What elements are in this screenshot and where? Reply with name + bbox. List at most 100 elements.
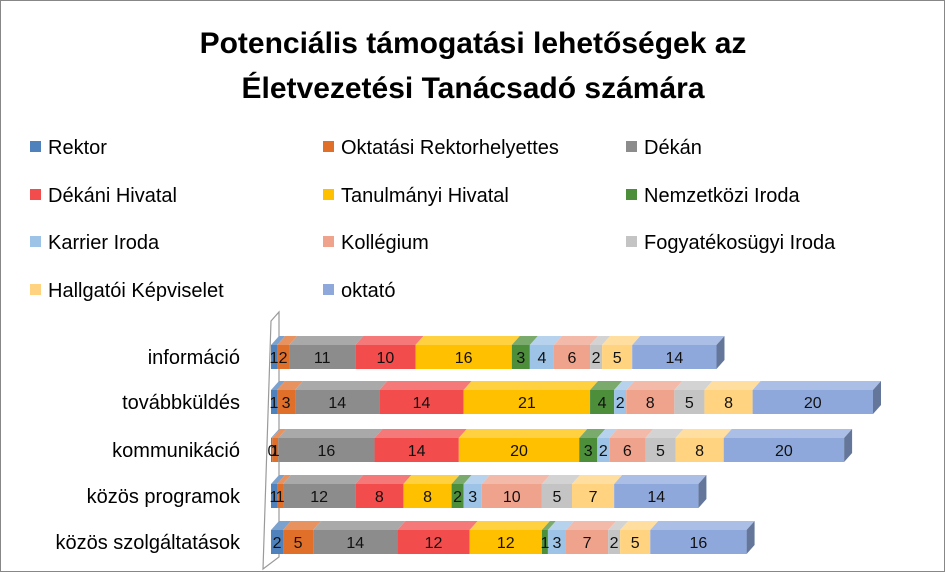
bar-dekani-hivatal [374,438,459,462]
bar-hallgatoi-kepviselet [620,530,651,554]
bar-top-nemzetkozi-iroda [451,475,472,484]
value-label-fogyatekosugyi-iroda: 2 [610,535,619,552]
bar-top-kollegium [481,475,550,484]
value-label-nemzetkozi-iroda: 1 [540,535,549,552]
bar-nemzetkozi-iroda [590,390,615,414]
bar-top-dekan [295,381,388,390]
bar-rektor [271,390,278,414]
bar-nemzetkozi-iroda [451,484,464,508]
legend-item-oktato: oktató [323,280,395,302]
legend-label-fogyatekosugyi-iroda: Fogyatékosügyi Iroda [644,232,836,254]
bar-oktatasi-rektorhelyettes [272,438,279,462]
bar-row-tovabbkuldes: 1 3 14 14 21 4 2 8 5 8 20 [270,381,881,414]
value-label-nemzetkozi-iroda: 4 [598,395,607,412]
legend-label-kollegium: Kollégium [341,232,429,254]
bar-oktatasi-rektorhelyettes [283,530,314,554]
legend-item-tanulmanyi-hivatal: Tanulmányi Hivatal [323,185,509,207]
value-label-oktato: 20 [775,443,793,460]
bar-hallgatoi-kepviselet [572,484,615,508]
legend-swatch-karrier-iroda [30,236,41,247]
bar-dekan [295,390,380,414]
bar-top-oktato [614,475,707,484]
bar-top-oktatasi-rektorhelyettes [277,336,298,345]
value-label-dekan: 14 [346,535,364,552]
bar-end-kommunikacio [844,429,853,462]
value-label-hallgatoi-kepviselet: 5 [613,350,622,367]
value-label-fogyatekosugyi-iroda: 5 [656,443,665,460]
bar-end-tovabbkuldes [873,381,881,414]
bar-top-dekani-hivatal [355,336,424,345]
legend-swatch-hallgatoi-kepviselet [30,284,41,295]
bar-karrier-iroda [463,484,482,508]
bar-top-oktato [632,336,725,345]
bar-top-karrier-iroda [614,381,635,390]
bar-dekan [289,345,356,369]
bar-oktato [752,390,873,414]
legend-item-fogyatekosugyi-iroda: Fogyatékosügyi Iroda [626,232,836,254]
value-label-nemzetkozi-iroda: 3 [516,350,525,367]
value-label-dekan: 11 [314,350,331,367]
bar-top-kollegium [565,521,617,530]
bar-top-oktatasi-rektorhelyettes [277,381,304,390]
value-label-fogyatekosugyi-iroda: 2 [592,350,601,367]
legend-label-nemzetkozi-iroda: Nemzetközi Iroda [644,185,800,207]
legend-label-rektor: Rektor [48,137,107,159]
bar-top-oktatasi-rektorhelyettes [283,521,322,530]
bar-nemzetkozi-iroda [541,530,548,554]
category-label-kozos-programok: közös programok [87,486,241,508]
value-label-rektor: 1 [270,489,279,506]
value-label-dekani-hivatal: 14 [413,395,431,412]
bar-top-nemzetkozi-iroda [541,521,556,530]
bar-top-tanulmanyi-hivatal [469,521,550,530]
value-label-oktato: 16 [690,535,708,552]
bar-dekani-hivatal [355,484,404,508]
bar-top-tanulmanyi-hivatal [458,429,588,438]
legend-label-oktatasi-rektorhelyettes: Oktatási Rektorhelyettes [341,137,559,159]
legend-item-oktatasi-rektorhelyettes: Oktatási Rektorhelyettes [323,137,559,159]
legend-item-karrier-iroda: Karrier Iroda [30,232,160,254]
value-label-fogyatekosugyi-iroda: 5 [685,395,694,412]
value-label-rektor: 1 [270,395,279,412]
value-label-nemzetkozi-iroda: 3 [584,443,593,460]
bar-tanulmanyi-hivatal [403,484,452,508]
value-label-karrier-iroda: 3 [552,535,561,552]
value-label-kollegium: 10 [503,489,521,506]
bar-top-rektor [271,381,286,390]
value-label-rektor: 1 [270,350,279,367]
bar-top-oktatasi-rektorhelyettes [272,429,287,438]
bar-rektor [271,345,278,369]
value-label-dekani-hivatal: 14 [408,443,426,460]
legend-swatch-rektor [30,141,41,152]
value-label-oktatasi-rektorhelyettes: 5 [294,535,303,552]
bar-end-kozos-szolgaltatasok [746,521,755,554]
bar-top-tanulmanyi-hivatal [463,381,599,390]
legend-item-rektor: Rektor [30,137,107,159]
value-label-tanulmanyi-hivatal: 8 [423,489,432,506]
value-label-oktatasi-rektorhelyettes: 2 [279,350,288,367]
value-label-oktato: 14 [665,350,683,367]
legend-item-dekani-hivatal: Dékáni Hivatal [30,185,177,207]
value-label-kollegium: 7 [583,535,592,552]
bar-rektor [271,484,278,508]
bar-top-karrier-iroda [597,429,618,438]
bar-top-hallgatoi-kepviselet [620,521,659,530]
bar-row-informacio: 1 2 11 10 16 3 4 6 2 5 14 [270,336,725,369]
bar-hallgatoi-kepviselet [602,345,633,369]
value-label-nemzetkozi-iroda: 2 [453,489,462,506]
bar-top-hallgatoi-kepviselet [572,475,623,484]
value-label-dekan: 12 [310,489,328,506]
category-axis: információ továbbküldés kommunikáció közös … [55,310,280,571]
bar-oktatasi-rektorhelyettes [277,390,296,414]
legend-swatch-nemzetkozi-iroda [626,189,637,200]
bar-top-tanulmanyi-hivatal [403,475,460,484]
bar-top-kollegium [609,429,654,438]
value-label-tanulmanyi-hivatal: 21 [518,395,536,412]
value-label-oktatasi-rektorhelyettes: 3 [282,395,291,412]
value-label-karrier-iroda: 2 [616,395,625,412]
value-label-dekani-hivatal: 10 [376,350,394,367]
chart-title: Potenciális támogatási lehetőségek az Él… [200,27,747,105]
bar-top-dekan [283,475,364,484]
bar-end-kozos-programok [698,475,707,508]
